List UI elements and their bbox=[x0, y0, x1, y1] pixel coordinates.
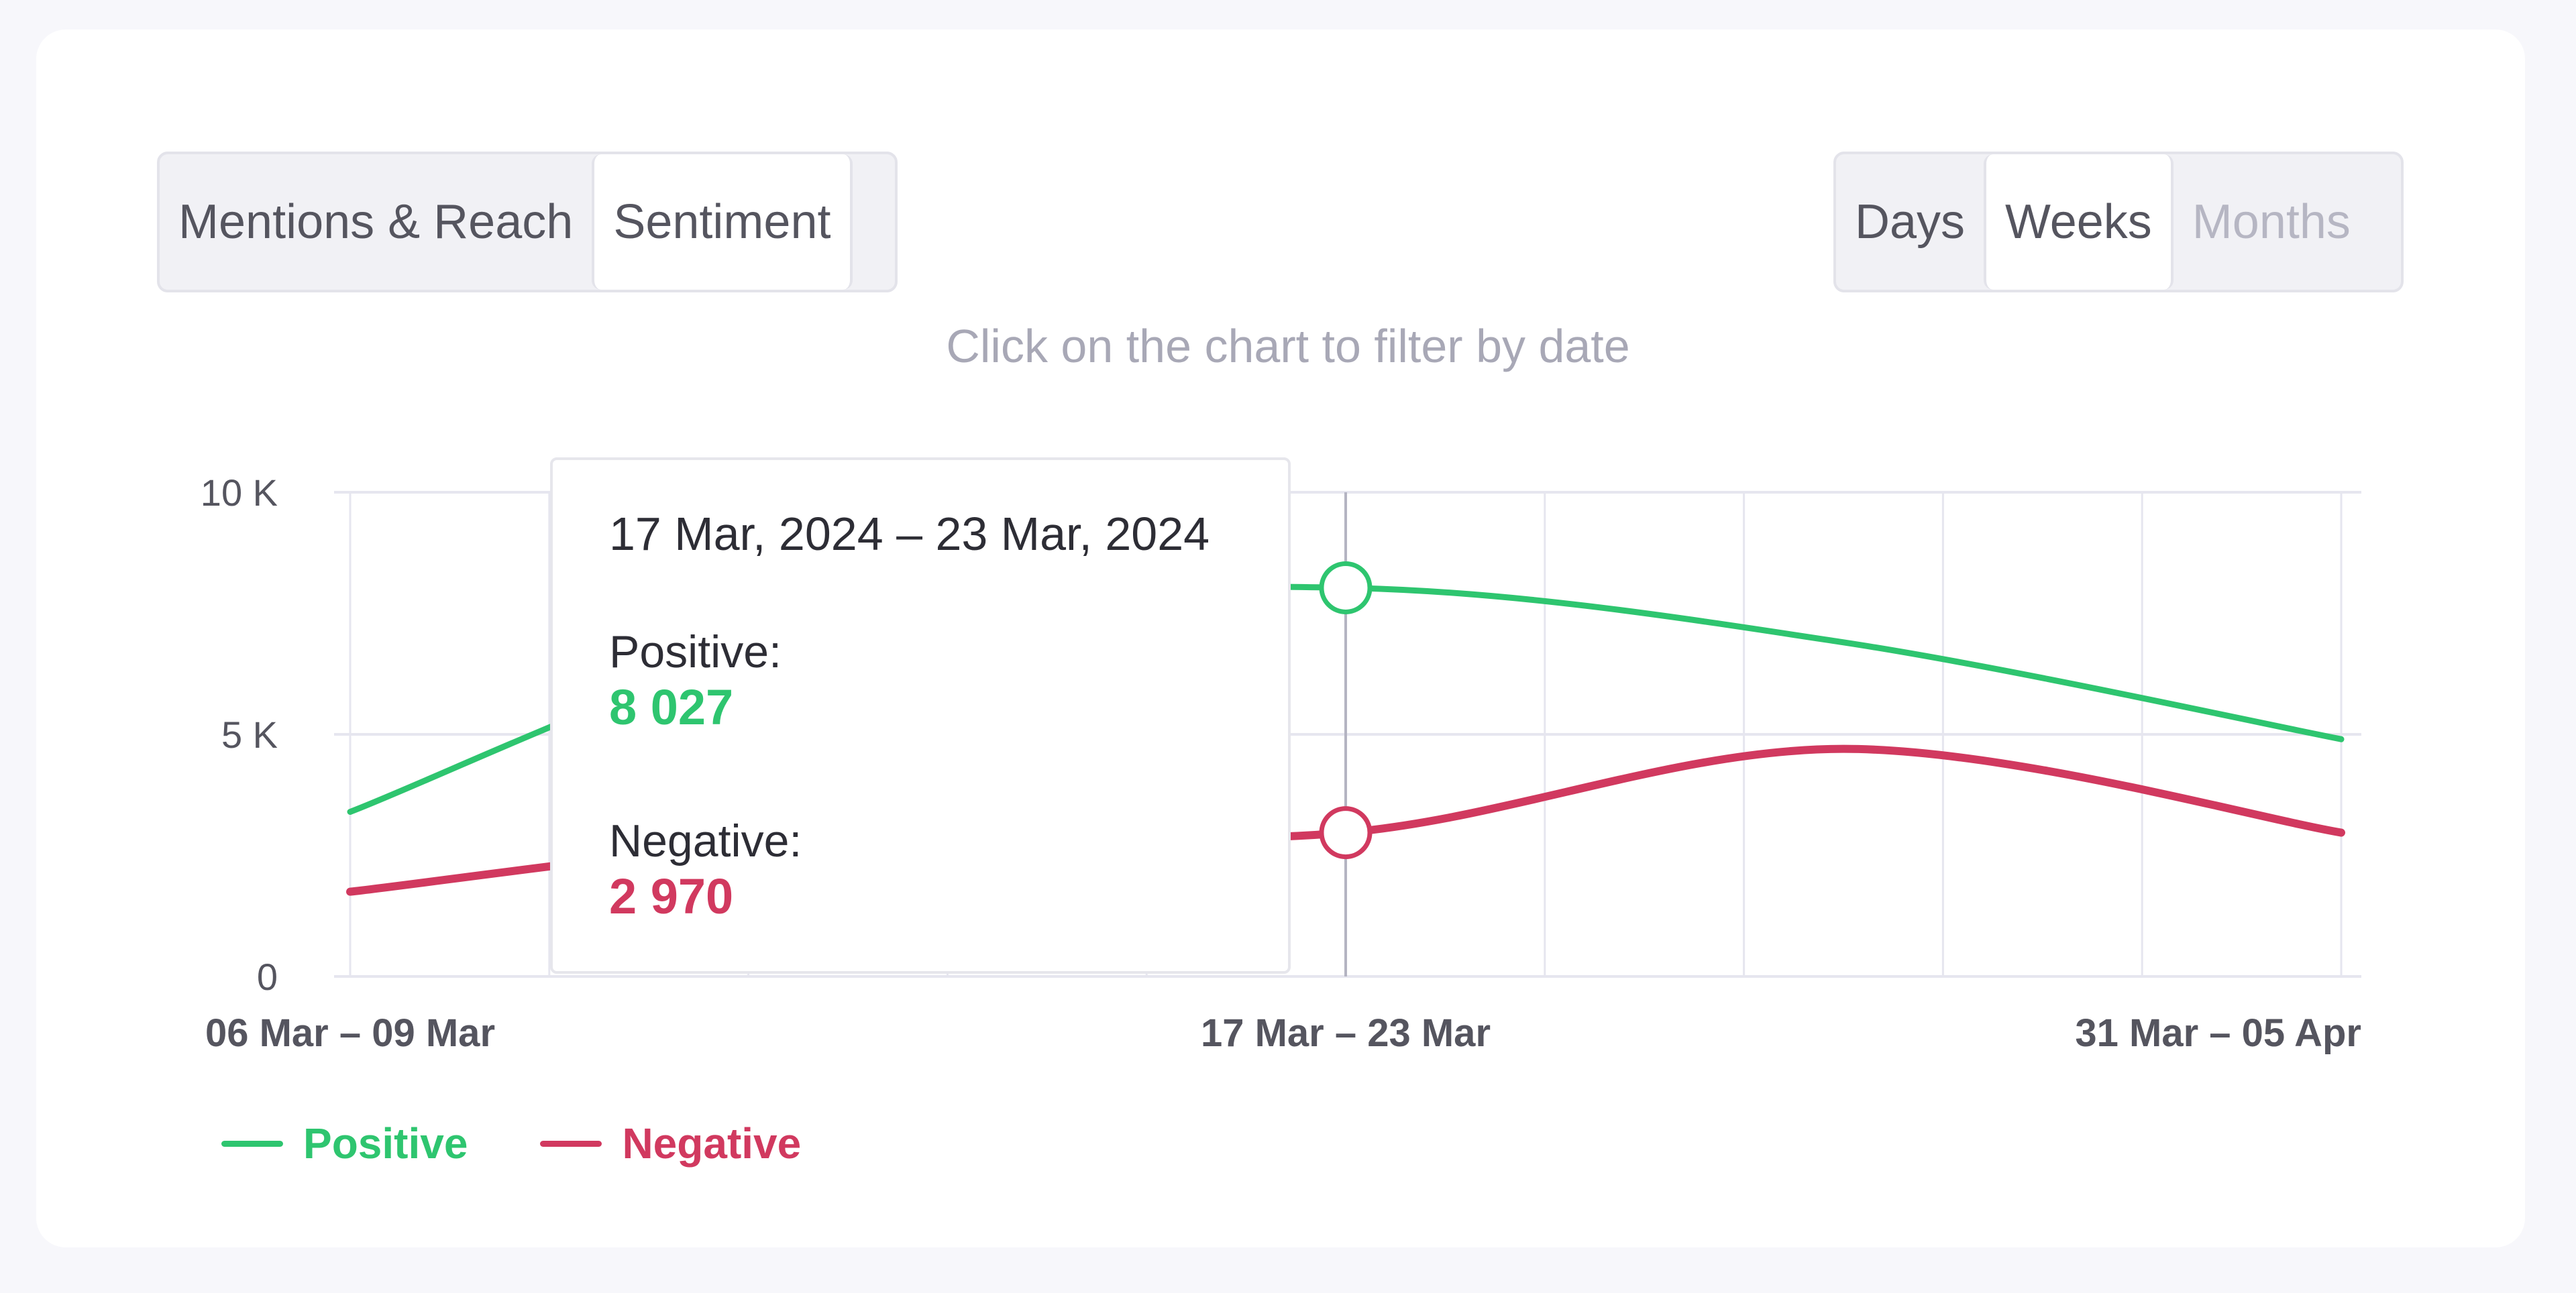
x-tick-label: 31 Mar – 05 Apr bbox=[2075, 1011, 2361, 1055]
tooltip-positive-value: 8 027 bbox=[609, 679, 734, 735]
data-point-positive bbox=[1319, 561, 1373, 614]
legend-item-positive[interactable]: Positive bbox=[221, 1119, 468, 1168]
legend-item-negative[interactable]: Negative bbox=[540, 1119, 801, 1168]
period-months: Months bbox=[2192, 195, 2351, 249]
tab-mentions-and-reach[interactable]: Mentions & Reach bbox=[178, 195, 574, 249]
legend-label: Negative bbox=[622, 1119, 802, 1168]
y-tick-label: 10 K bbox=[201, 471, 278, 514]
x-tick-label: 06 Mar – 09 Mar bbox=[205, 1011, 495, 1055]
tooltip-date-range: 17 Mar, 2024 – 23 Mar, 2024 bbox=[609, 508, 1210, 560]
chart-hint: Click on the chart to filter by date bbox=[946, 320, 1630, 372]
period-switcher: Days Weeks Months bbox=[1833, 152, 2404, 292]
data-point-negative bbox=[1319, 806, 1373, 860]
period-days[interactable]: Days bbox=[1855, 195, 1966, 249]
tooltip-negative-value: 2 970 bbox=[609, 868, 734, 924]
chart-tooltip: 17 Mar, 2024 – 23 Mar, 2024 Positive: 8 … bbox=[550, 457, 1291, 974]
tooltip-positive-label: Positive: bbox=[609, 626, 782, 677]
legend-swatch bbox=[221, 1140, 283, 1147]
chart-legend: Positive Negative bbox=[221, 1119, 801, 1168]
legend-swatch bbox=[540, 1140, 602, 1147]
tab-sentiment[interactable]: Sentiment bbox=[592, 154, 853, 290]
x-tick-label: 17 Mar – 23 Mar bbox=[1201, 1011, 1491, 1055]
period-weeks[interactable]: Weeks bbox=[1984, 154, 2174, 290]
legend-label: Positive bbox=[303, 1119, 468, 1168]
view-tabs: Mentions & Reach Sentiment bbox=[157, 152, 898, 292]
y-tick-label: 5 K bbox=[221, 714, 278, 756]
y-tick-label: 0 bbox=[257, 956, 278, 998]
tooltip-negative-label: Negative: bbox=[609, 816, 802, 866]
